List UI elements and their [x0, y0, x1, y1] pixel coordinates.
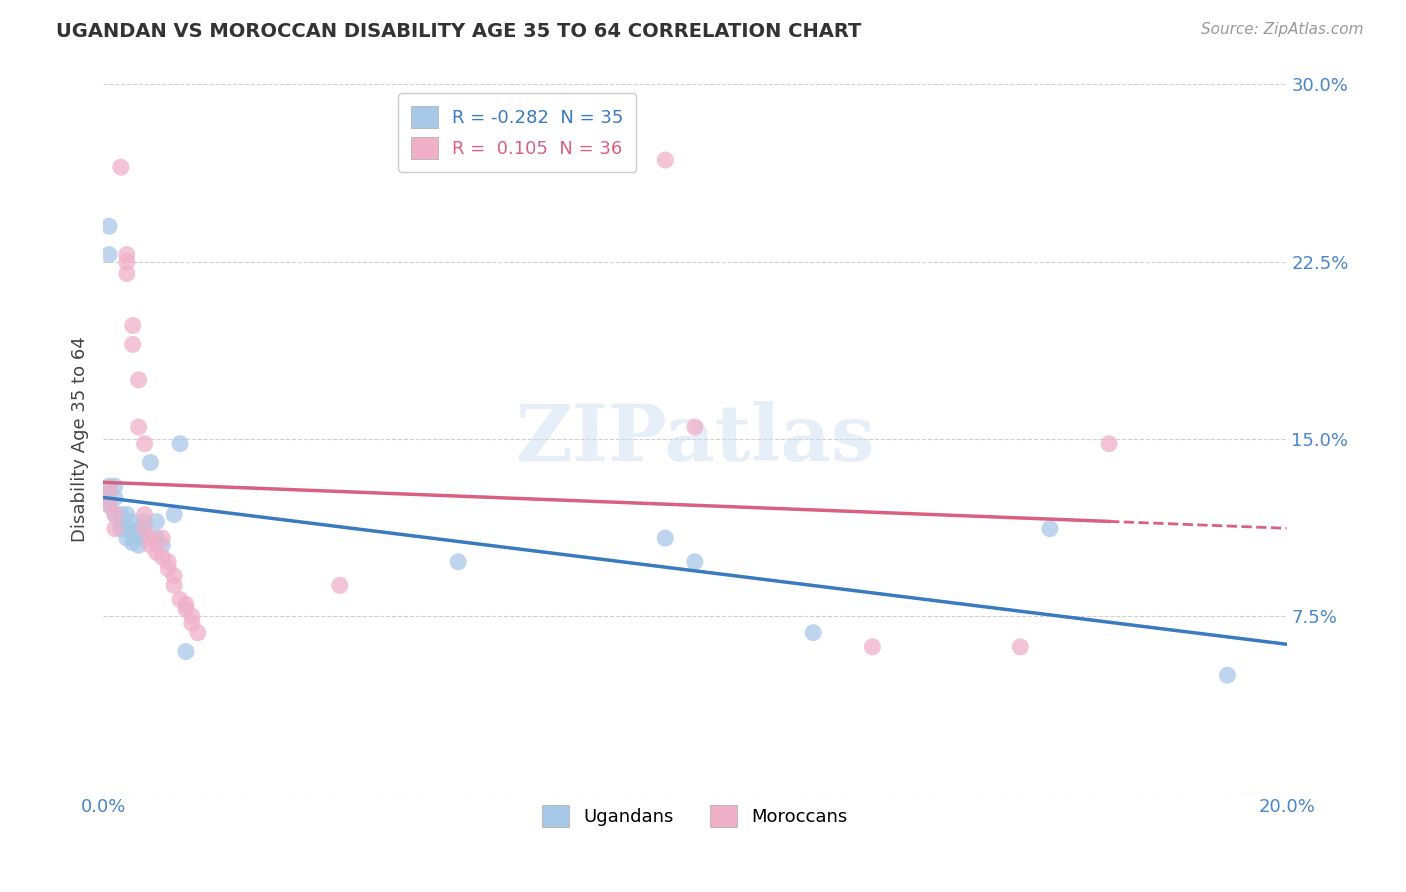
Point [134, 436, 156, 450]
Point [98, 498, 121, 512]
Point [128, 373, 150, 387]
Point [104, 508, 127, 522]
Point [1039, 522, 1062, 536]
Point [180, 616, 202, 631]
Point [115, 522, 138, 536]
Point [110, 508, 132, 522]
Point [128, 538, 150, 552]
Point [139, 531, 162, 545]
Point [128, 420, 150, 434]
Point [134, 522, 156, 536]
Point [180, 609, 202, 624]
Point [98, 247, 121, 261]
Point [683, 420, 706, 434]
Point [110, 160, 132, 174]
Point [174, 644, 197, 658]
Point [98, 479, 121, 493]
Point [683, 555, 706, 569]
Text: UGANDAN VS MOROCCAN DISABILITY AGE 35 TO 64 CORRELATION CHART: UGANDAN VS MOROCCAN DISABILITY AGE 35 TO… [56, 22, 862, 41]
Point [163, 578, 186, 592]
Point [145, 531, 167, 545]
Point [115, 254, 138, 268]
Point [98, 483, 121, 498]
Point [145, 515, 167, 529]
Point [150, 531, 173, 545]
Point [115, 247, 138, 261]
Point [654, 153, 676, 167]
Point [121, 337, 143, 351]
Point [169, 592, 191, 607]
Point [447, 555, 470, 569]
Point [98, 491, 121, 505]
Point [115, 531, 138, 545]
Point [169, 436, 191, 450]
Point [145, 545, 167, 559]
Y-axis label: Disability Age 35 to 64: Disability Age 35 to 64 [72, 336, 89, 541]
Point [115, 267, 138, 281]
Point [98, 219, 121, 234]
Point [104, 491, 127, 505]
Point [134, 515, 156, 529]
Point [121, 318, 143, 333]
Point [174, 597, 197, 611]
Point [134, 526, 156, 541]
Point [1216, 668, 1239, 682]
Point [98, 498, 121, 512]
Point [104, 479, 127, 493]
Point [329, 578, 352, 592]
Point [139, 538, 162, 552]
Text: Source: ZipAtlas.com: Source: ZipAtlas.com [1201, 22, 1364, 37]
Point [139, 456, 162, 470]
Point [110, 515, 132, 529]
Point [157, 555, 180, 569]
Point [121, 526, 143, 541]
Point [128, 531, 150, 545]
Point [104, 522, 127, 536]
Point [174, 602, 197, 616]
Point [187, 625, 209, 640]
Point [150, 538, 173, 552]
Point [104, 508, 127, 522]
Point [115, 508, 138, 522]
Point [163, 569, 186, 583]
Point [110, 522, 132, 536]
Point [163, 508, 186, 522]
Legend: Ugandans, Moroccans: Ugandans, Moroccans [534, 797, 855, 834]
Point [128, 522, 150, 536]
Point [1010, 640, 1032, 654]
Point [121, 536, 143, 550]
Point [1098, 436, 1121, 450]
Point [157, 562, 180, 576]
Point [121, 515, 143, 529]
Point [801, 625, 824, 640]
Point [134, 508, 156, 522]
Text: ZIPatlas: ZIPatlas [515, 401, 875, 477]
Point [654, 531, 676, 545]
Point [150, 549, 173, 564]
Point [860, 640, 883, 654]
